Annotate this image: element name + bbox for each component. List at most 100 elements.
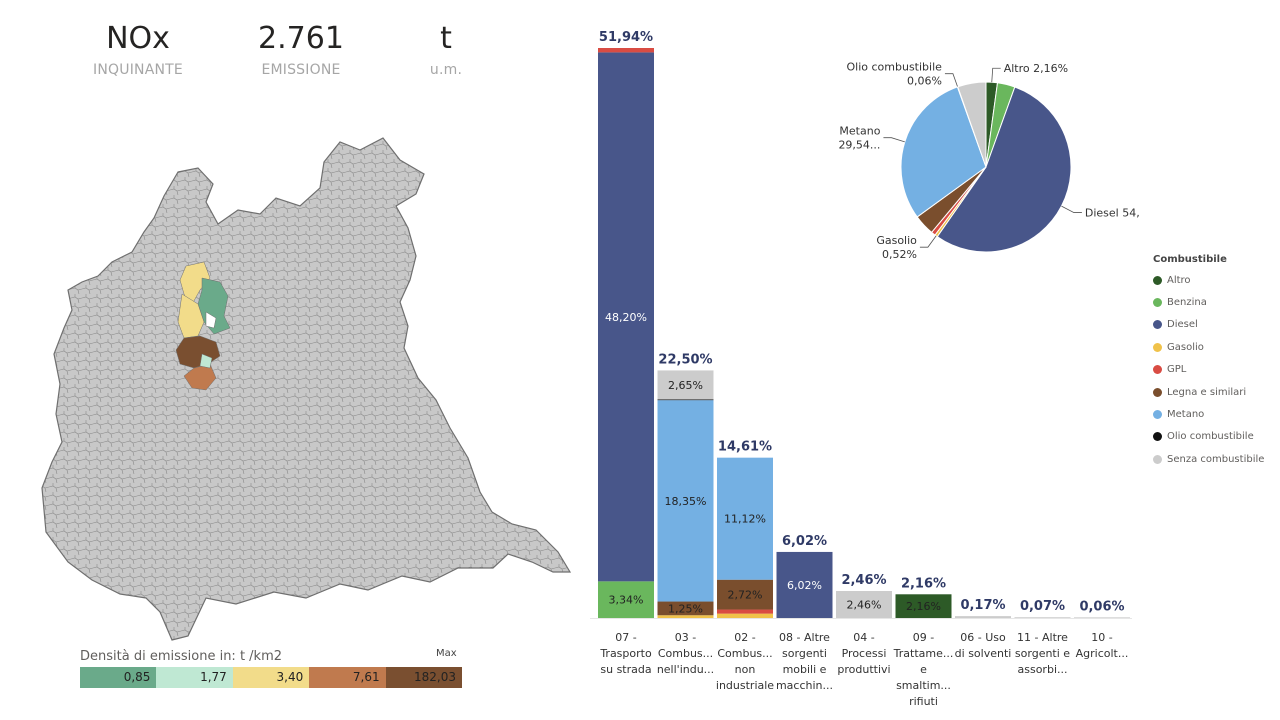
x-tick-label: Agricolt... (1076, 647, 1129, 660)
kpi-emission: 2.761 EMISSIONE (231, 18, 371, 78)
fuel-legend-label: Altro (1167, 274, 1191, 286)
x-tick-label: Trattame... (893, 647, 954, 660)
density-legend-bin[interactable]: 1,77 (156, 667, 233, 688)
pie-label-leader (883, 137, 905, 143)
x-tick-label: Combus... (717, 647, 772, 660)
pie-slice-label: 29,54... (838, 139, 880, 152)
density-legend-bin[interactable]: 3,40 (232, 667, 310, 688)
bar-total-label: 0,17% (960, 598, 1005, 613)
x-tick-label: 09 - (913, 631, 934, 644)
kpi-unit-label: u.m. (429, 62, 463, 78)
bar-segment[interactable] (717, 609, 773, 614)
pie-label-leader (944, 73, 958, 88)
kpi-pollutant-label: INQUINANTE (93, 62, 183, 78)
kpi-emission-label: EMISSIONE (261, 62, 341, 78)
pie-slice-label: Metano (839, 125, 880, 138)
kpi-unit-value: t (440, 21, 452, 56)
legend-dot-icon (1153, 432, 1162, 442)
x-tick-label: sorgenti (782, 647, 827, 660)
bar-segment-label: 6,02% (787, 579, 822, 592)
fuel-legend-item[interactable]: Diesel (1153, 314, 1264, 336)
bar-segment[interactable] (657, 399, 714, 401)
pie-label-leader (1061, 205, 1082, 213)
fuel-legend-item[interactable]: GPL (1153, 359, 1264, 381)
bar-segment-label: 3,34% (609, 594, 644, 607)
bar-segment[interactable] (657, 370, 714, 400)
x-tick-label: mobili e (783, 663, 827, 676)
pie-label-leader (919, 235, 937, 248)
fuel-legend-item[interactable]: Legna e similari (1153, 381, 1264, 403)
density-legend-title: Densità di emissione in: t /km2 (80, 649, 283, 664)
bar-segment[interactable] (717, 457, 773, 580)
bar-segment[interactable] (657, 400, 714, 602)
fuel-legend-item[interactable]: Senza combustibile (1153, 448, 1264, 470)
bar-segment[interactable] (776, 551, 833, 618)
emission-density-map[interactable] (38, 132, 578, 644)
bar-segment[interactable] (598, 48, 654, 53)
map-municipalities[interactable] (38, 132, 578, 644)
bar-segment[interactable] (1074, 617, 1130, 618)
x-tick-label: Trasporto (599, 647, 652, 660)
fuel-legend-label: GPL (1167, 364, 1187, 376)
bar-segment-label: 18,35% (665, 495, 707, 508)
bar-segment[interactable] (598, 52, 654, 582)
bar-segment-label: 1,25% (668, 602, 703, 615)
x-tick-label: di solventi (955, 647, 1012, 660)
pie-slice[interactable] (936, 86, 1072, 253)
bar-segment[interactable] (895, 594, 952, 618)
pie-slice-label: Diesel 54,22% (1085, 207, 1140, 220)
x-tick-label: 10 - (1091, 631, 1112, 644)
pie-slice[interactable] (900, 86, 987, 218)
x-tick-label: 06 - Uso (960, 631, 1006, 644)
fuel-legend-label: Metano (1167, 409, 1205, 421)
bar-segment[interactable] (598, 581, 654, 618)
bar-segment[interactable] (717, 579, 773, 610)
pie-slice-label: Gasolio (876, 234, 917, 247)
pie-slice[interactable] (957, 81, 987, 168)
bar-segment-label: 2,46% (847, 599, 882, 612)
bar-segment[interactable] (657, 615, 714, 618)
legend-dot-icon (1153, 275, 1162, 285)
x-tick-label: su strada (600, 663, 651, 676)
kpi-emission-value: 2.761 (258, 21, 344, 56)
x-tick-label: macchin... (776, 679, 833, 692)
bar-segment-label: 2,65% (668, 379, 703, 392)
map-highlighted-area[interactable] (175, 261, 231, 391)
fuel-legend-item[interactable]: Benzina (1153, 291, 1264, 313)
pie-slice-label: Olio combustibile (847, 61, 943, 74)
kpi-pollutant-value: NOx (106, 21, 170, 56)
density-legend-bin[interactable]: 0,85 (80, 667, 157, 688)
x-tick-label: smaltim... (896, 679, 951, 692)
fuel-legend-label: Gasolio (1167, 341, 1204, 353)
bar-total-label: 6,02% (782, 534, 827, 549)
bar-segment[interactable] (955, 616, 1011, 618)
x-tick-label: 08 - Altre (779, 631, 830, 644)
x-tick-label: non (735, 663, 756, 676)
bar-segment-label: 48,20% (605, 311, 647, 324)
density-legend-bin[interactable]: 7,61 (309, 667, 386, 688)
fuel-legend-item[interactable]: Olio combustibile (1153, 426, 1264, 448)
fuel-legend-item[interactable]: Altro (1153, 269, 1264, 291)
density-legend-bin[interactable]: 182,03 (385, 667, 463, 688)
fuel-legend-label: Legna e similari (1167, 386, 1247, 398)
bar-segment-label: 11,12% (724, 513, 766, 526)
fuel-legend-item[interactable]: Metano (1153, 403, 1264, 425)
fuel-legend-label: Olio combustibile (1167, 431, 1254, 443)
bar-segment[interactable] (836, 591, 892, 618)
bar-segment[interactable] (1014, 617, 1071, 618)
pie-slice-label: 0,06% (907, 75, 942, 88)
kpi-unit: t u.m. (376, 18, 516, 78)
x-tick-label: produttivi (837, 663, 890, 676)
x-tick-label: rifiuti (909, 695, 938, 708)
bar-total-label: 14,61% (718, 440, 772, 455)
bar-segment[interactable] (717, 613, 773, 618)
pie-slice-label: 0,52% (882, 248, 917, 261)
bar-segment[interactable] (657, 601, 714, 616)
fuel-legend-label: Diesel (1167, 319, 1198, 331)
x-tick-label: Processi (842, 647, 887, 660)
legend-dot-icon (1153, 320, 1162, 330)
fuel-legend-item[interactable]: Gasolio (1153, 336, 1264, 358)
x-tick-label: Combus... (658, 647, 713, 660)
legend-dot-icon (1153, 454, 1162, 464)
